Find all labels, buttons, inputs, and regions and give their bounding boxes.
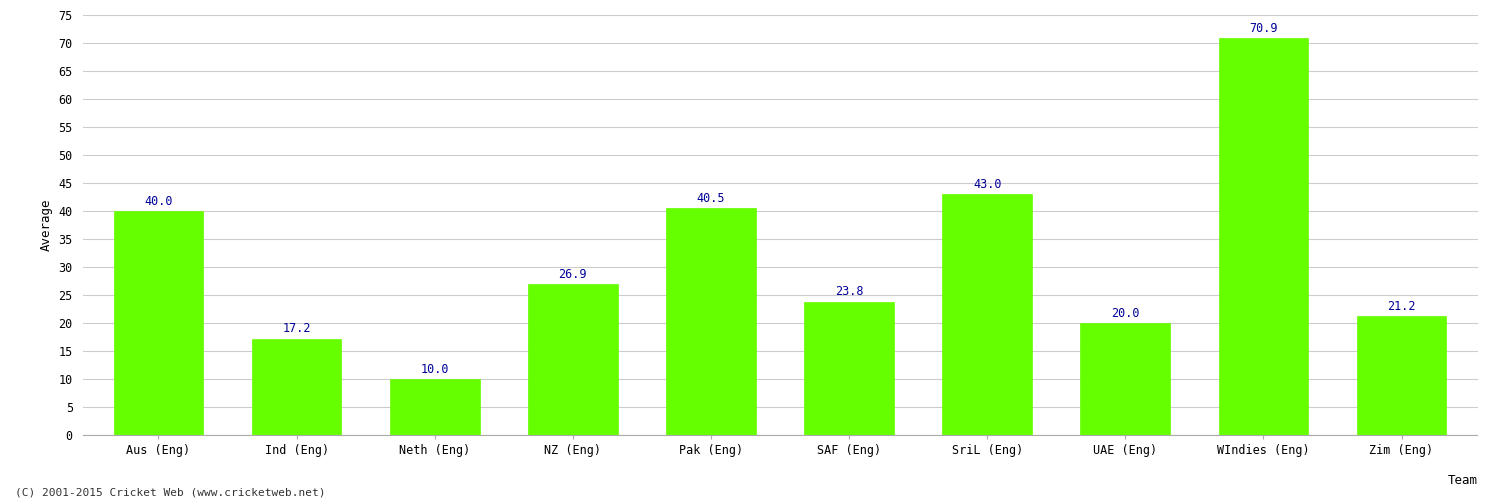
Text: 20.0: 20.0 xyxy=(1112,306,1140,320)
Bar xyxy=(1080,323,1170,435)
Text: 40.0: 40.0 xyxy=(144,194,172,207)
Text: 21.2: 21.2 xyxy=(1388,300,1416,313)
Y-axis label: Average: Average xyxy=(40,198,53,251)
Bar xyxy=(114,211,204,435)
Bar xyxy=(1218,38,1308,435)
Text: 10.0: 10.0 xyxy=(420,362,448,376)
Text: (C) 2001-2015 Cricket Web (www.cricketweb.net): (C) 2001-2015 Cricket Web (www.cricketwe… xyxy=(15,488,326,498)
Bar xyxy=(666,208,756,435)
Text: Team: Team xyxy=(1448,474,1478,487)
Bar xyxy=(1356,316,1446,435)
Bar xyxy=(390,379,480,435)
Bar xyxy=(528,284,618,435)
Text: 17.2: 17.2 xyxy=(282,322,310,336)
Text: 40.5: 40.5 xyxy=(696,192,724,205)
Text: 23.8: 23.8 xyxy=(836,286,864,298)
Bar xyxy=(252,338,342,435)
Text: 43.0: 43.0 xyxy=(974,178,1002,191)
Bar xyxy=(804,302,894,435)
Text: 70.9: 70.9 xyxy=(1250,22,1278,35)
Bar xyxy=(942,194,1032,435)
Text: 26.9: 26.9 xyxy=(558,268,586,281)
